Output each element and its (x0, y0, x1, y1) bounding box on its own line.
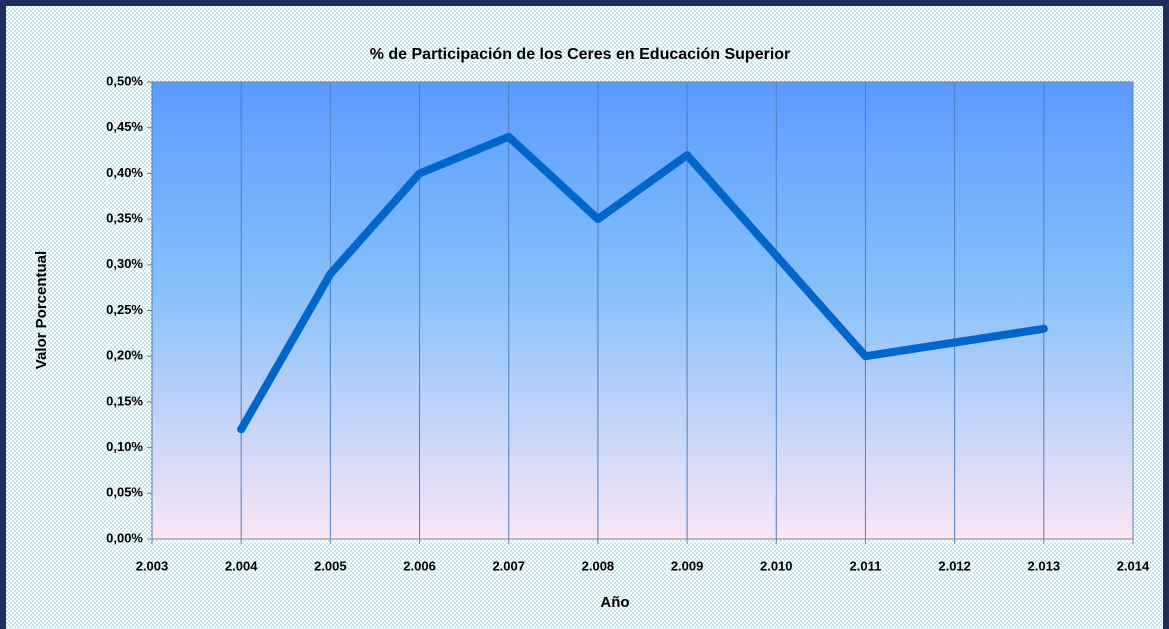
y-tick-label: 0,05% (106, 485, 143, 500)
y-tick-label: 0,45% (106, 119, 143, 134)
y-tick-label: 0,20% (106, 348, 143, 363)
y-tick-label: 0,15% (106, 393, 143, 408)
y-tick-label: 0,50% (106, 73, 143, 88)
chart-title: % de Participación de los Ceres en Educa… (370, 46, 791, 63)
x-tick-label: 2.011 (850, 558, 882, 573)
line-series (237, 132, 1048, 434)
x-tick-label: 2.009 (671, 558, 704, 573)
x-tick-label: 2.005 (314, 558, 347, 573)
x-tick-label: 2.004 (225, 558, 258, 573)
x-tick-label: 2.008 (582, 558, 615, 573)
y-tick-label: 0,30% (106, 256, 143, 271)
x-tick-label: 2.007 (492, 558, 525, 573)
y-tick-label: 0,25% (106, 302, 143, 317)
x-tick-label: 2.006 (403, 558, 436, 573)
y-tick-label: 0,35% (106, 211, 143, 226)
x-tick-label: 2.013 (1028, 558, 1061, 573)
y-axis-title: Valor Porcentual (33, 251, 50, 369)
x-tick-label: 2.010 (760, 558, 793, 573)
x-tick-label: 2.014 (1117, 558, 1150, 573)
x-tick-label: 2.003 (136, 558, 169, 573)
y-tick-label: 0,00% (106, 530, 143, 545)
y-tick-label: 0,40% (106, 165, 143, 180)
x-tick-label: 2.012 (938, 558, 971, 573)
y-tick-label: 0,10% (106, 439, 143, 454)
plot-area (151, 81, 1134, 540)
x-axis-title: Año (600, 594, 629, 611)
